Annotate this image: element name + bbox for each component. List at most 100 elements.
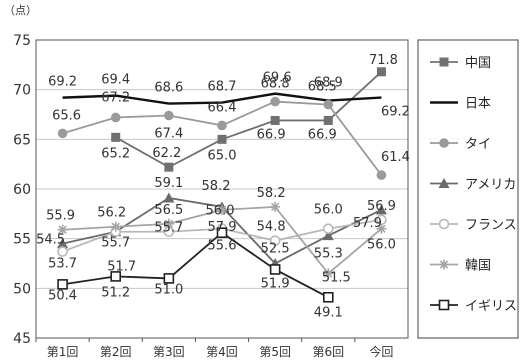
- series-イギリス: [57, 227, 334, 303]
- point-legend-フランス: [438, 218, 450, 230]
- point-イギリス-1: [110, 271, 122, 282]
- point-韓国-0: [57, 224, 68, 235]
- point-legend-中国: [439, 57, 449, 67]
- x-axis: 第1回 第2回 第3回 第4回 第5回 第6回 今回: [35, 338, 393, 359]
- data-label: 57.9: [353, 216, 382, 231]
- series-line: [62, 231, 329, 299]
- point-中国-2: [164, 162, 174, 172]
- data-label: 69.2: [381, 105, 410, 120]
- legend-label: アメリカ: [465, 178, 516, 193]
- data-label: 66.9: [308, 127, 337, 142]
- point-韓国-6: [376, 223, 387, 234]
- data-label: 56.9: [367, 199, 396, 214]
- point-アメリカ-0: [57, 238, 69, 249]
- data-label: 68.7: [208, 80, 237, 95]
- data-label: 58.2: [202, 179, 231, 194]
- point-legend-イギリス: [438, 299, 450, 311]
- data-label: 51.0: [154, 282, 183, 297]
- x-tick-label: 第6回: [312, 345, 344, 359]
- point-legend-韓国: [439, 259, 449, 270]
- x-tick-label: 第1回: [47, 345, 79, 359]
- point-イギリス-5: [322, 291, 334, 303]
- point-イギリス-2: [163, 273, 175, 284]
- data-label: 55.3: [314, 247, 343, 262]
- point-韓国-1: [110, 221, 121, 232]
- point-韓国-4: [270, 201, 281, 212]
- legend-item-イギリス: イギリス: [430, 299, 517, 314]
- data-label: 56.2: [97, 206, 126, 221]
- legend-label: イギリス: [465, 299, 517, 314]
- data-label: 51.9: [261, 276, 290, 291]
- data-label: 68.5: [308, 80, 337, 95]
- series-layer: [57, 67, 387, 303]
- data-label: 54.5: [36, 233, 65, 248]
- point-legend-アメリカ: [438, 178, 450, 188]
- series-line: [115, 71, 383, 169]
- x-tick-label: 第3回: [153, 345, 185, 359]
- point-legend-タイ: [439, 138, 449, 148]
- data-label: 58.2: [257, 186, 286, 201]
- data-label: 56.0: [314, 203, 343, 218]
- y-axis: 45 50 55 60 65 70 75: [13, 33, 31, 347]
- data-label: 54.8: [257, 220, 286, 235]
- y-tick-label: 75: [13, 33, 31, 49]
- y-tick-label: 45: [13, 331, 31, 347]
- legend-label: タイ: [465, 137, 491, 152]
- data-label: 68.9: [314, 76, 343, 91]
- point-中国-1: [111, 132, 121, 142]
- data-label: 57.9: [208, 220, 237, 235]
- point-タイ-2: [164, 110, 174, 121]
- data-label: 65.6: [52, 108, 81, 123]
- data-label: 61.4: [381, 150, 410, 165]
- data-label: 55.6: [208, 239, 237, 254]
- data-label: 55.9: [46, 209, 75, 224]
- y-tick-label: 55: [13, 232, 31, 248]
- data-label: 56.0: [206, 204, 235, 219]
- data-label: 53.7: [48, 257, 77, 272]
- y-tick-label: 65: [13, 132, 31, 148]
- point-中国-5: [323, 115, 333, 125]
- data-labels: 65.2 62.2 65.0 66.9 66.9 71.8 69.2 69.4 68.6 68.7…: [36, 53, 410, 320]
- series-中国: [111, 67, 386, 172]
- point-韓国-2: [163, 218, 174, 229]
- data-label: 67.2: [101, 90, 130, 105]
- data-label: 65.0: [208, 148, 237, 163]
- point-韓国-3: [217, 204, 227, 215]
- point-中国-6: [376, 67, 386, 77]
- legend-item-中国: 中国: [430, 56, 491, 71]
- y-tick-label: 70: [13, 83, 31, 99]
- data-label: 71.8: [369, 53, 398, 68]
- series-タイ: [57, 96, 387, 180]
- data-label: 65.2: [101, 146, 130, 161]
- y-tick-label: 60: [13, 182, 31, 198]
- point-アメリカ-5: [322, 230, 334, 241]
- data-label: 55.7: [101, 236, 130, 251]
- x-tick-label: 第4回: [206, 345, 238, 359]
- data-label: 51.7: [107, 259, 136, 274]
- data-label: 69.6: [263, 71, 292, 86]
- data-label: 66.4: [208, 100, 237, 115]
- point-フランス-5: [322, 223, 334, 235]
- legend-box: [417, 39, 519, 339]
- unit-label: （点）: [4, 4, 37, 17]
- legend-label: 日本: [465, 97, 491, 112]
- series-韓国: [57, 201, 387, 279]
- plot-frame: [35, 39, 409, 339]
- point-中国-3: [217, 134, 227, 144]
- point-フランス-0: [57, 246, 68, 257]
- data-label: 56.0: [367, 238, 396, 253]
- data-label: 55.7: [154, 221, 183, 236]
- point-中国-4: [270, 115, 280, 125]
- legend-label: フランス: [465, 218, 517, 233]
- point-イギリス-4: [269, 264, 281, 275]
- point-タイ-4: [270, 96, 280, 107]
- point-アメリカ-2: [163, 192, 175, 203]
- point-韓国-5: [323, 268, 334, 279]
- legend-item-アメリカ: アメリカ: [430, 178, 516, 193]
- data-label: 62.2: [152, 146, 181, 161]
- x-tick-label: 第5回: [259, 345, 291, 359]
- data-label: 69.2: [48, 75, 77, 90]
- point-イギリス-3: [216, 227, 228, 239]
